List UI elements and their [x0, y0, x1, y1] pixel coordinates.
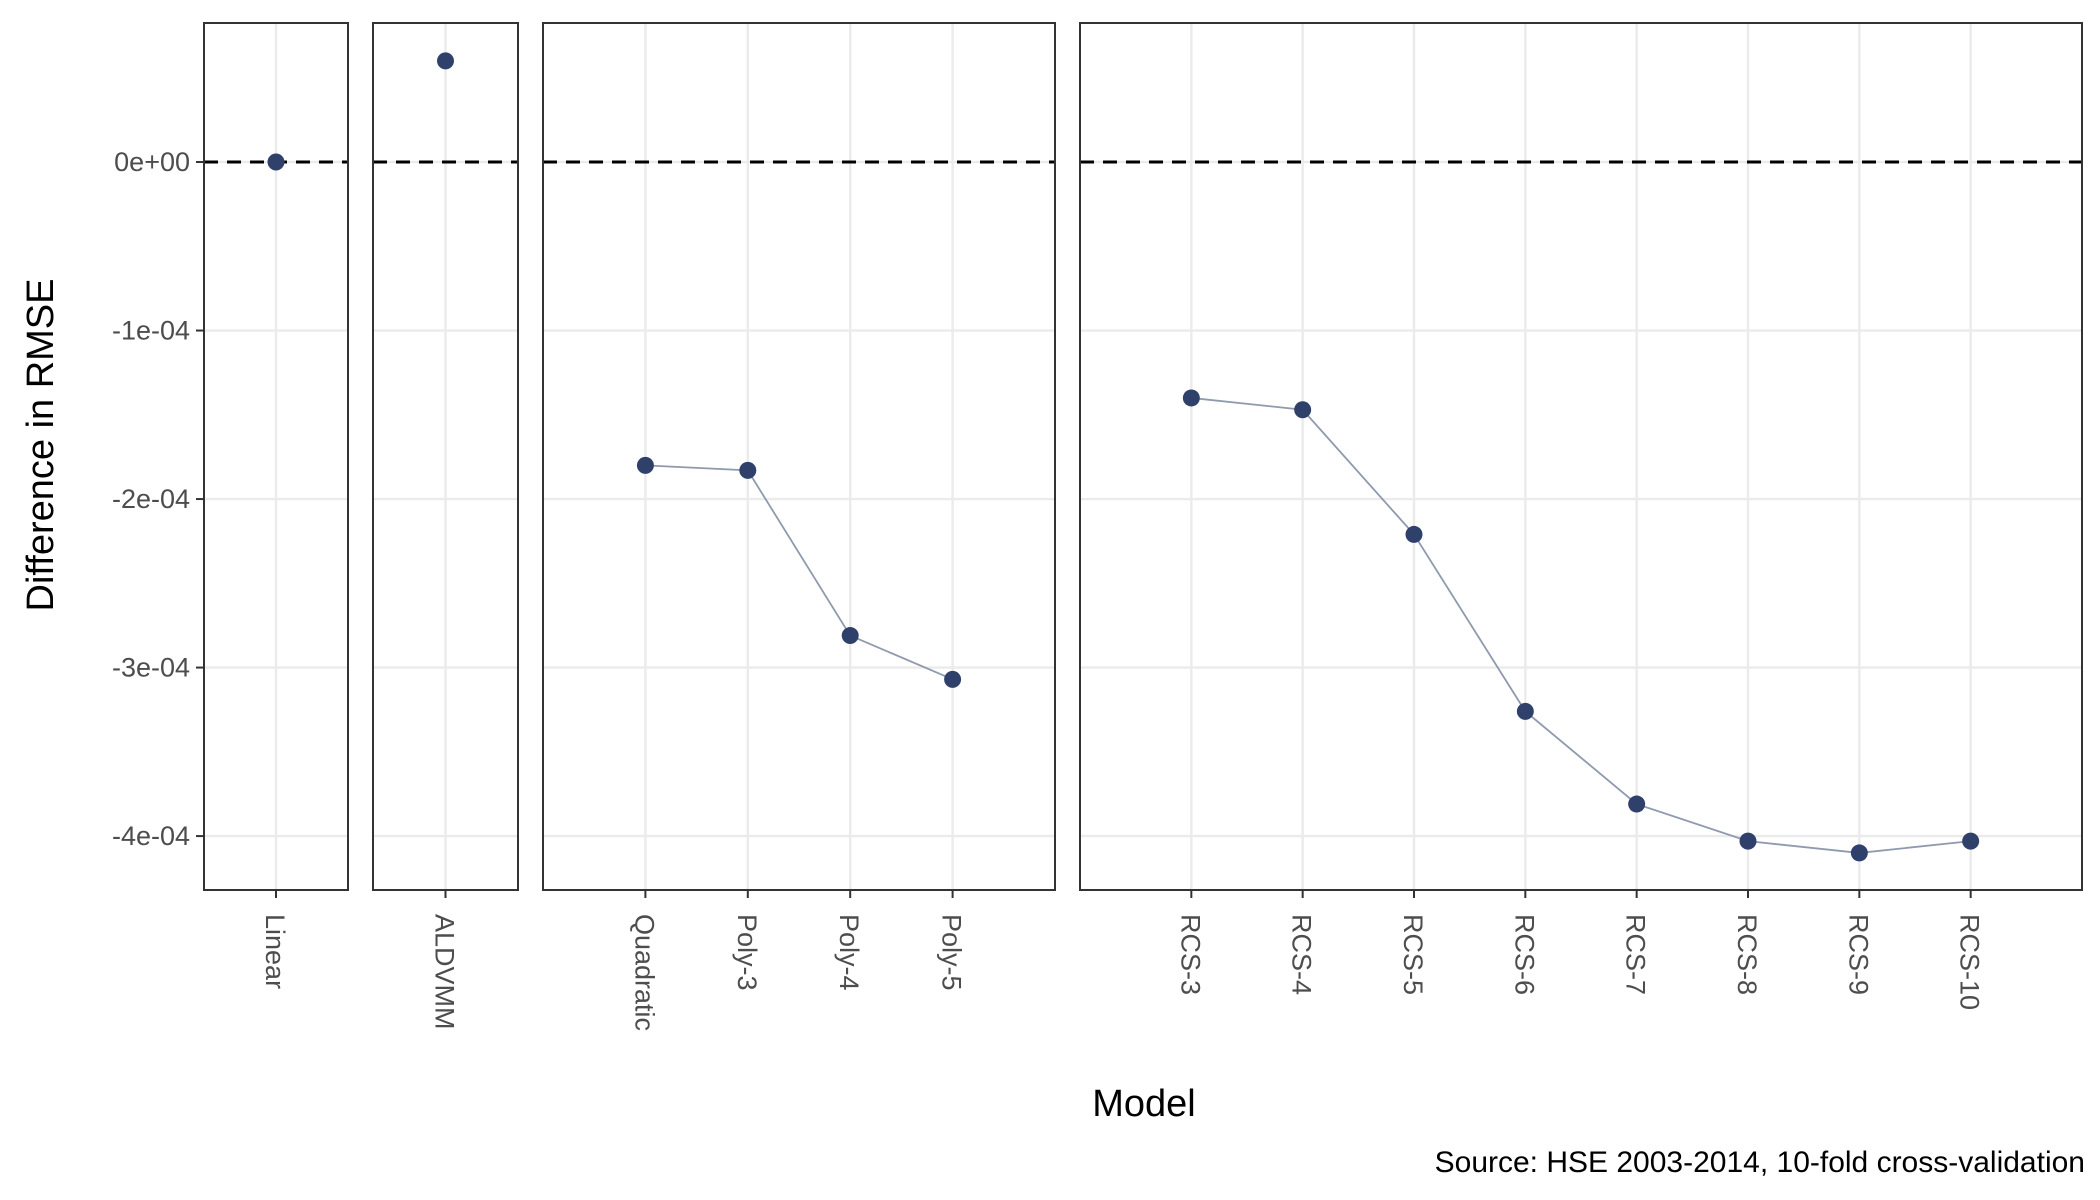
panel-background — [543, 23, 1055, 890]
x-tick-label: Poly-4 — [834, 914, 864, 991]
data-point — [739, 461, 757, 479]
series-line — [1191, 397, 1971, 854]
x-tick-label: Poly-5 — [937, 914, 967, 991]
x-tick-label: ALDVMM — [430, 914, 460, 1030]
y-tick-label: 0e+00 — [114, 147, 190, 177]
data-point — [1294, 401, 1312, 419]
x-axis-title: Model — [1092, 1083, 1196, 1125]
data-point — [267, 153, 285, 171]
y-axis: 0e+00 -1e-04 -2e-04 -3e-04 -4e-04 — [112, 147, 204, 851]
data-point — [1516, 702, 1534, 720]
y-tick-label: -2e-04 — [112, 484, 190, 514]
facet-panel: ALDVMM — [372, 22, 519, 1030]
data-point — [437, 52, 454, 70]
data-point — [1405, 525, 1423, 543]
y-tick-label: -4e-04 — [112, 821, 190, 851]
data-point — [1850, 844, 1868, 862]
x-tick-label: RCS-10 — [1955, 914, 1985, 1010]
data-point — [841, 627, 859, 645]
panel-border — [542, 22, 1056, 891]
x-tick-label: Linear — [260, 914, 290, 989]
x-tick-label: RCS-5 — [1398, 914, 1428, 995]
data-point — [1628, 795, 1646, 813]
x-tick-label: Poly-3 — [732, 914, 762, 991]
x-tick-label: RCS-3 — [1175, 914, 1205, 995]
x-tick-label: RCS-6 — [1509, 914, 1539, 995]
y-axis-title: Difference in RMSE — [20, 279, 62, 612]
x-tick-label: RCS-4 — [1287, 914, 1317, 995]
series-line — [645, 464, 953, 681]
facet-panel: Linear — [203, 22, 349, 989]
facet-panel: RCS-3 RCS-4 RCS-5 RCS-6 RCS-7 RCS-8 RCS-9 RCS-1… — [1079, 22, 2083, 1010]
panels-layer: Linear ALDVMM Quadratic Poly-3 Poly-4 Poly-5 R… — [203, 22, 2083, 1031]
chart-caption: Source: HSE 2003-2014, 10-fold cross-val… — [1435, 1146, 2085, 1179]
x-tick-label: RCS-9 — [1843, 914, 1873, 995]
x-tick-label: Quadratic — [629, 914, 659, 1031]
x-tick-label: RCS-7 — [1621, 914, 1651, 995]
facet-panel: Quadratic Poly-3 Poly-4 Poly-5 — [542, 22, 1056, 1031]
data-point — [1962, 832, 1980, 850]
y-tick-label: -1e-04 — [112, 316, 190, 346]
y-tick-label: -3e-04 — [112, 653, 190, 683]
data-point — [636, 456, 654, 474]
data-point — [1739, 832, 1757, 850]
panel-border — [1079, 22, 2083, 891]
x-tick-label: RCS-8 — [1732, 914, 1762, 995]
data-point — [1182, 389, 1200, 407]
panel-background — [1080, 23, 2082, 890]
data-point — [944, 670, 962, 688]
